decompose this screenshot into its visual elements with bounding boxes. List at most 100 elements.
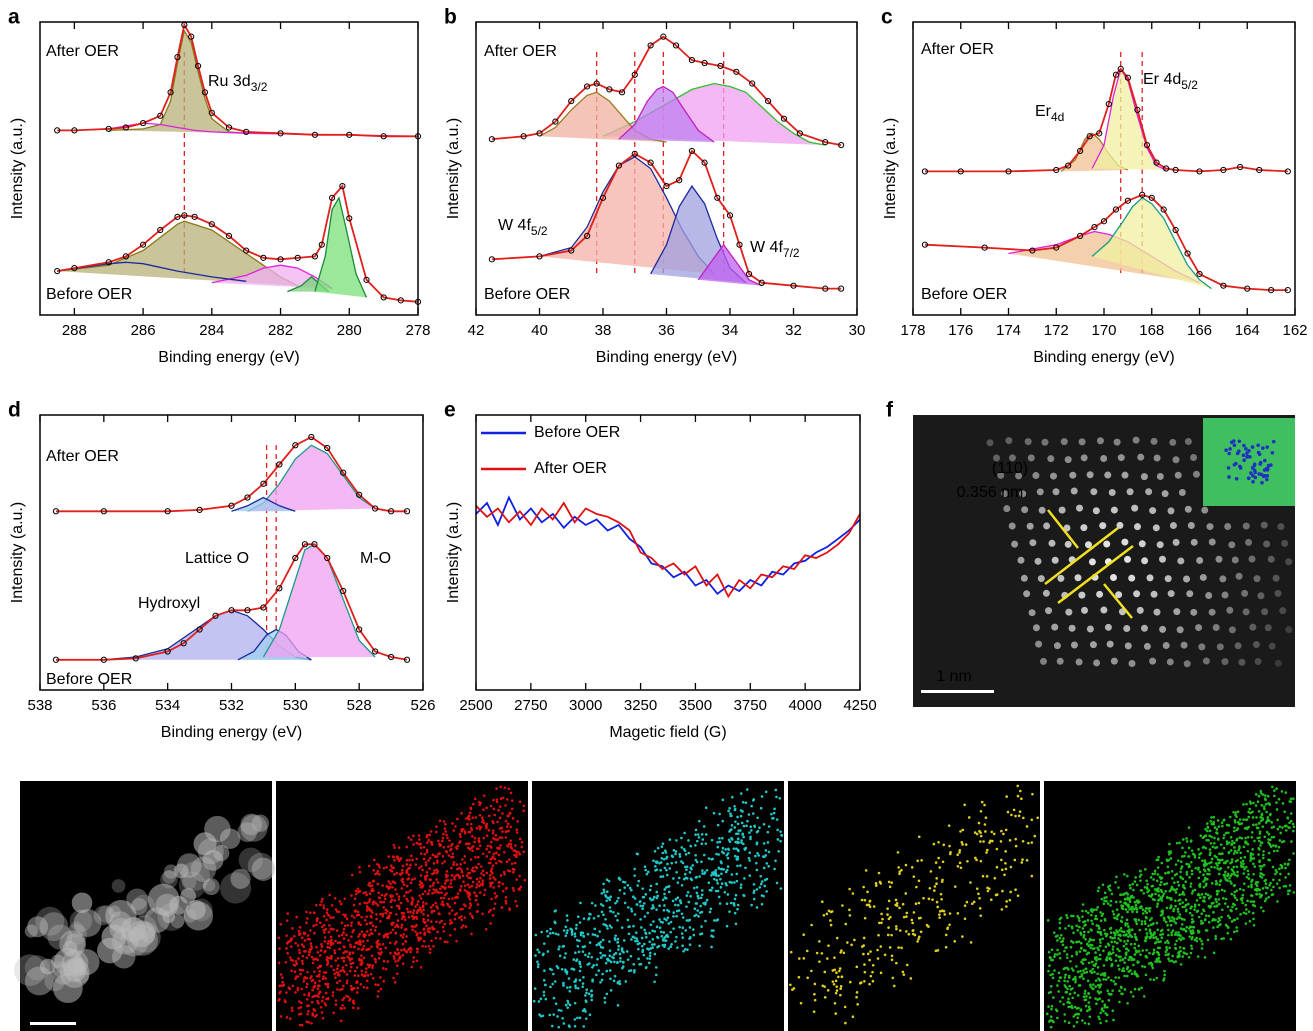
map-dot xyxy=(1050,1007,1053,1011)
fft-speckle xyxy=(1250,466,1255,470)
map-dot xyxy=(543,983,547,987)
map-dot xyxy=(601,904,605,907)
map-dot xyxy=(1078,975,1082,979)
map-dot xyxy=(759,806,763,810)
map-dot xyxy=(493,838,497,841)
atom-column xyxy=(1126,488,1134,496)
map-dot xyxy=(756,816,759,820)
map-dot xyxy=(1214,879,1218,883)
map-dot xyxy=(774,859,777,863)
map-dot xyxy=(590,989,593,993)
map-dot xyxy=(636,939,639,943)
map-dot xyxy=(1289,812,1293,815)
map-dot xyxy=(1079,1009,1083,1012)
map-dot xyxy=(1101,972,1105,975)
map-dot xyxy=(1203,869,1207,873)
map-dot xyxy=(1119,919,1123,923)
map-dot xyxy=(1059,1000,1062,1003)
map-dot xyxy=(348,957,351,960)
map-dot xyxy=(1189,840,1193,843)
map-dot xyxy=(393,873,396,876)
map-dot xyxy=(608,954,612,958)
map-dot xyxy=(1258,859,1261,863)
map-dot xyxy=(750,829,753,832)
map-dot xyxy=(1292,891,1296,894)
map-dot xyxy=(406,890,410,894)
map-dot xyxy=(412,843,415,846)
data-point xyxy=(363,276,370,283)
map-dot xyxy=(636,852,640,856)
map-dot xyxy=(1193,903,1197,906)
map-dot xyxy=(1072,1024,1076,1028)
map-dot xyxy=(648,957,652,960)
map-dot xyxy=(310,1000,314,1004)
map-dot xyxy=(450,909,454,912)
map-dot xyxy=(330,938,333,942)
data-point xyxy=(1029,247,1036,254)
x-tick-label: 2500 xyxy=(459,697,492,714)
map-dot xyxy=(1223,833,1226,837)
atom-column xyxy=(1190,608,1198,616)
map-dot xyxy=(1025,825,1029,828)
atom-column xyxy=(1149,507,1157,515)
map-dot xyxy=(1250,885,1253,889)
map-dot xyxy=(1210,835,1213,839)
map-dot xyxy=(648,931,651,935)
map-dot xyxy=(679,899,682,903)
map-dot xyxy=(1210,882,1214,885)
map-dot xyxy=(1099,919,1103,922)
map-dot xyxy=(431,903,435,907)
map-dot xyxy=(1124,908,1128,911)
map-dot xyxy=(580,931,584,934)
map-dot xyxy=(938,866,941,869)
atom-column xyxy=(1226,606,1234,614)
map-dot xyxy=(1206,872,1209,876)
map-dot xyxy=(719,877,722,881)
data-point xyxy=(1117,65,1124,72)
map-dot xyxy=(352,1006,355,1010)
map-dot xyxy=(1168,842,1171,846)
map-dot xyxy=(459,835,462,839)
map-dot xyxy=(398,956,402,960)
map-dot xyxy=(496,820,499,824)
map-dot xyxy=(1265,830,1269,834)
map-dot xyxy=(1092,908,1096,912)
map-dot xyxy=(868,958,871,962)
map-dot xyxy=(376,869,380,873)
map-dot xyxy=(443,882,447,885)
atom-column xyxy=(1267,555,1275,563)
map-dot xyxy=(295,915,299,919)
map-dot xyxy=(308,950,311,954)
map-dot xyxy=(1185,908,1188,912)
map-dot xyxy=(291,1009,294,1012)
map-dot xyxy=(389,931,393,934)
map-dot xyxy=(1261,853,1265,857)
map-dot xyxy=(332,968,336,972)
map-dot xyxy=(1156,928,1160,932)
map-dot xyxy=(1172,960,1176,964)
map-dot xyxy=(667,890,671,894)
map-dot xyxy=(299,968,303,972)
map-dot xyxy=(696,833,700,836)
map-dot xyxy=(435,868,439,871)
map-dot xyxy=(554,909,557,912)
map-dot xyxy=(438,921,442,924)
map-dot xyxy=(405,884,409,888)
map-dot xyxy=(513,868,516,871)
map-dot xyxy=(489,908,492,912)
map-dot xyxy=(1091,922,1094,925)
map-dot xyxy=(1274,845,1278,848)
map-dot xyxy=(289,945,293,948)
map-dot xyxy=(427,944,431,948)
atom-column xyxy=(1042,589,1050,597)
map-dot xyxy=(348,953,351,956)
map-dot xyxy=(1190,917,1194,921)
map-dot xyxy=(359,943,362,946)
map-dot xyxy=(975,832,979,836)
map-dot xyxy=(318,954,322,957)
map-dot xyxy=(990,830,994,834)
map-dot xyxy=(465,874,469,877)
map-dot xyxy=(898,906,901,910)
map-dot xyxy=(562,929,566,932)
atom-column xyxy=(1027,454,1035,462)
